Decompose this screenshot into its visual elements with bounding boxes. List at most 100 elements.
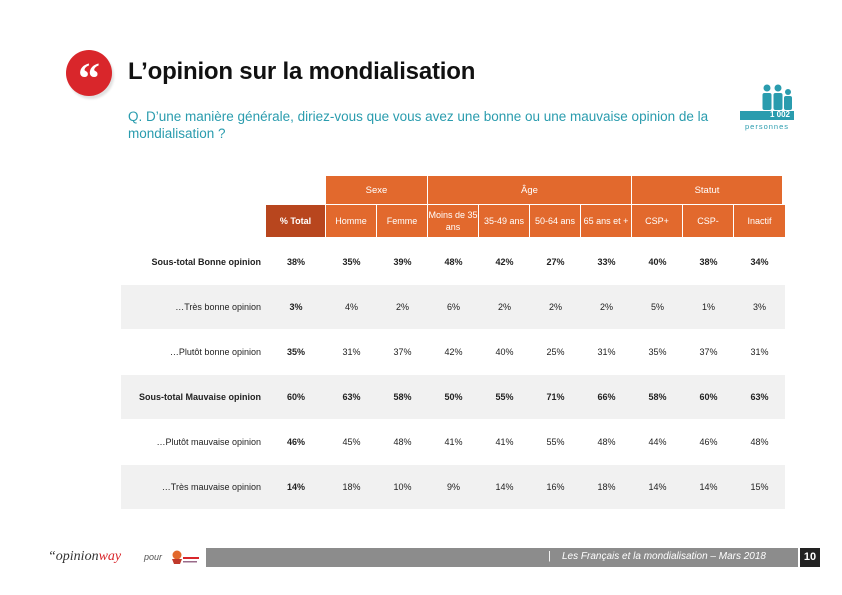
group-header-age: Âge (428, 176, 632, 204)
value-35-49: 41% (495, 437, 514, 447)
table-row-mauvaise-subtotal: Sous-total Mauvaise opinion 60% 63% 58% … (121, 375, 785, 419)
value-csp-plus: 5% (632, 285, 683, 329)
value-csp-minus: 37% (699, 347, 718, 357)
value-homme: 18% (326, 465, 377, 509)
table-row-tres-mauvaise: …Très mauvaise opinion 14% 18% 10% 9% 14… (121, 465, 785, 509)
value-inactif: 48% (750, 437, 769, 447)
value-csp-plus: 14% (632, 465, 683, 509)
value-csp-minus: 14% (683, 465, 734, 509)
value-inactif: 3% (734, 285, 785, 329)
value-inactif: 15% (734, 465, 785, 509)
column-header-inactif: Inactif (734, 205, 785, 237)
value-total: 3% (266, 285, 326, 329)
page-title: L’opinion sur la mondialisation (128, 58, 476, 85)
value-65-plus: 31% (597, 347, 616, 357)
table-row-plutot-mauvaise: …Plutôt mauvaise opinion 46% 45% 48% 41%… (121, 420, 782, 464)
value-moins-35: 48% (444, 257, 463, 267)
brand-quote: “ (48, 549, 56, 564)
quote-badge-icon: “ (66, 50, 112, 103)
column-header-65-plus: 65 ans et + (581, 205, 632, 237)
pour-label: pour (144, 552, 163, 562)
value-femme: 39% (393, 257, 412, 267)
value-homme: 45% (342, 437, 361, 447)
value-femme: 58% (377, 375, 428, 419)
value-homme: 63% (326, 375, 377, 419)
value-moins-35: 41% (444, 437, 463, 447)
value-femme: 2% (377, 285, 428, 329)
row-label: …Très bonne opinion (121, 285, 266, 329)
survey-question: Q. D’une manière générale, diriez-vous q… (128, 109, 709, 141)
value-csp-plus: 40% (648, 257, 667, 267)
brand-opinion: opinion (55, 549, 99, 564)
column-header-blank (121, 205, 266, 237)
value-inactif: 31% (750, 347, 769, 357)
value-homme: 35% (342, 257, 361, 267)
value-65-plus: 2% (581, 285, 632, 329)
value-moins-35: 50% (428, 375, 479, 419)
row-label: Sous-total Mauvaise opinion (121, 375, 266, 419)
group-header-row: Sexe Âge Statut (121, 176, 782, 204)
value-total: 14% (266, 465, 326, 509)
value-total: 35% (286, 347, 305, 357)
row-label: …Plutôt mauvaise opinion (156, 437, 261, 447)
value-femme: 37% (393, 347, 412, 357)
value-homme: 31% (342, 347, 361, 357)
value-csp-plus: 58% (632, 375, 683, 419)
value-total: 46% (286, 437, 305, 447)
group-header-sexe: Sexe (326, 176, 428, 204)
value-moins-35: 9% (428, 465, 479, 509)
value-50-64: 55% (546, 437, 565, 447)
value-50-64: 2% (530, 285, 581, 329)
page-number: 10 (800, 548, 820, 567)
footer-caption: Les Français et la mondialisation – Mars… (562, 551, 766, 562)
row-label: …Plutôt bonne opinion (169, 347, 261, 357)
sample-bar (740, 111, 794, 120)
value-femme: 48% (393, 437, 412, 447)
value-csp-minus: 1% (683, 285, 734, 329)
value-homme: 4% (326, 285, 377, 329)
value-csp-minus: 46% (699, 437, 718, 447)
table-row-bonne-subtotal: Sous-total Bonne opinion 38% 35% 39% 48%… (121, 240, 782, 284)
value-csp-minus: 60% (683, 375, 734, 419)
value-65-plus: 48% (597, 437, 616, 447)
sample-size-badge: 1 002 personnes (738, 84, 796, 134)
sample-label: personnes (744, 122, 790, 131)
column-header-csp-plus: CSP+ (632, 205, 683, 237)
value-50-64: 16% (530, 465, 581, 509)
value-inactif: 63% (734, 375, 785, 419)
column-header-50-64: 50-64 ans (530, 205, 581, 237)
value-35-49: 2% (479, 285, 530, 329)
value-inactif: 34% (750, 257, 769, 267)
value-65-plus: 18% (581, 465, 632, 509)
row-label: Sous-total Bonne opinion (151, 257, 262, 267)
table-row-plutot-bonne: …Plutôt bonne opinion 35% 31% 37% 42% 40… (121, 330, 782, 374)
value-moins-35: 42% (444, 347, 463, 357)
value-35-49: 40% (495, 347, 514, 357)
footer-logo-area: “opinionway pour (42, 548, 206, 567)
value-total: 60% (266, 375, 326, 419)
column-header-row: % Total Homme Femme Moins de 35 ans 35-4… (121, 205, 785, 237)
value-50-64: 27% (546, 257, 565, 267)
row-label: …Très mauvaise opinion (121, 465, 266, 509)
value-50-64: 71% (530, 375, 581, 419)
value-femme: 10% (377, 465, 428, 509)
value-csp-plus: 44% (648, 437, 667, 447)
group-header-statut: Statut (632, 176, 782, 204)
partner-logo-icon (172, 550, 199, 564)
footer-separator: | (548, 550, 551, 562)
value-35-49: 14% (479, 465, 530, 509)
value-65-plus: 33% (597, 257, 616, 267)
footer-bar: “opinionway pour | Les Français et la mo… (42, 548, 798, 567)
value-csp-plus: 35% (648, 347, 667, 357)
value-50-64: 25% (546, 347, 565, 357)
column-header-moins-35: Moins de 35 ans (428, 205, 479, 237)
column-header-homme: Homme (326, 205, 377, 237)
opinionway-logo: “opinionway (48, 549, 121, 565)
column-header-femme: Femme (377, 205, 428, 237)
value-35-49: 55% (479, 375, 530, 419)
value-35-49: 42% (495, 257, 514, 267)
column-header-total: % Total (266, 205, 326, 237)
people-icon (762, 84, 792, 110)
column-header-35-49: 35-49 ans (479, 205, 530, 237)
value-moins-35: 6% (428, 285, 479, 329)
